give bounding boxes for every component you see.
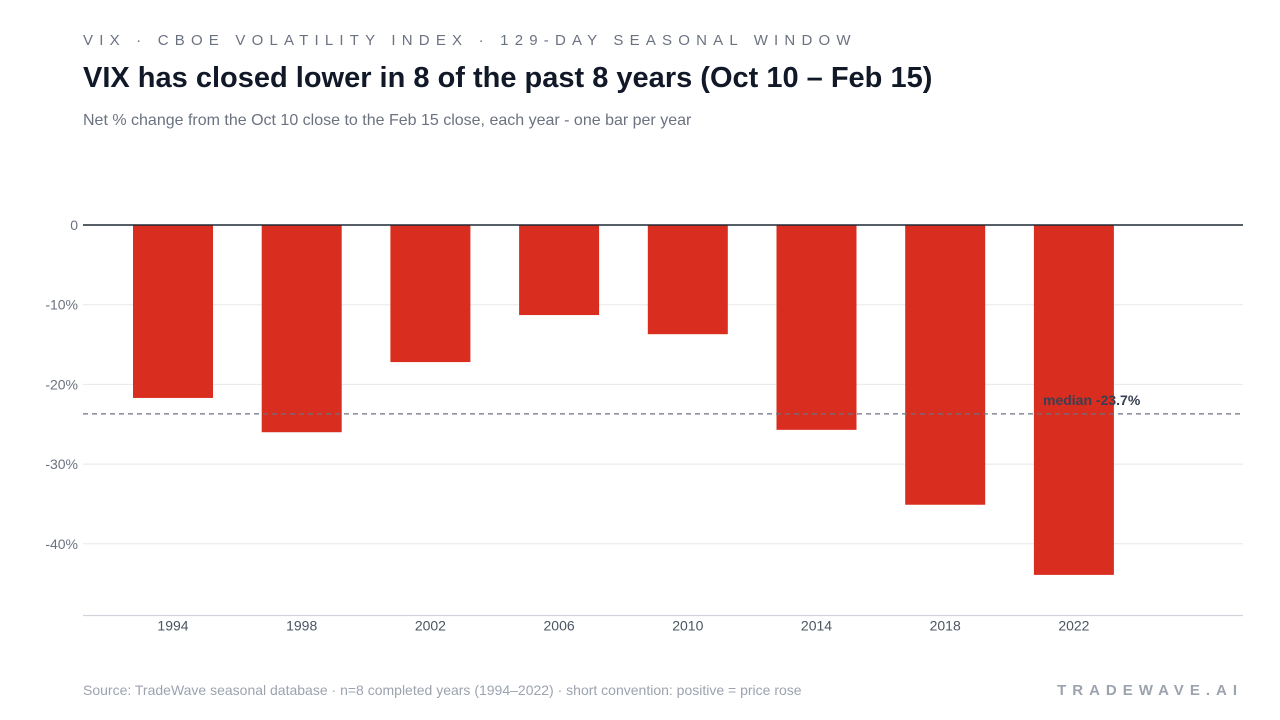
bar — [1033, 225, 1114, 575]
chart-subtitle: Net % change from the Oct 10 close to th… — [83, 112, 692, 129]
x-tick-label: 2006 — [544, 618, 575, 634]
bar — [776, 225, 857, 430]
bar — [133, 225, 213, 398]
x-tick-label: 2022 — [1058, 618, 1089, 634]
y-tick-label: -20% — [45, 376, 78, 392]
x-tick-label: 1998 — [286, 618, 317, 634]
x-tick-label: 2010 — [672, 618, 703, 634]
bar — [519, 225, 600, 316]
chart-title: VIX has closed lower in 8 of the past 8 … — [83, 62, 933, 94]
bar — [390, 225, 471, 363]
brand-logo-text: TRADEWAVE.AI — [1057, 682, 1243, 699]
x-tick-label: 2018 — [930, 618, 961, 634]
y-tick-label: 0 — [70, 217, 78, 233]
y-tick-label: -10% — [45, 297, 78, 313]
median-label: median -23.7% — [1043, 392, 1141, 408]
bar — [905, 225, 986, 505]
y-tick-label: -40% — [45, 536, 78, 552]
source-note: Source: TradeWave seasonal database · n=… — [83, 682, 802, 698]
x-tick-label: 2002 — [415, 618, 446, 634]
y-tick-label: -30% — [45, 456, 78, 472]
bar — [647, 225, 728, 335]
x-tick-label: 1994 — [157, 618, 188, 634]
x-tick-label: 2014 — [801, 618, 832, 634]
chart-eyebrow: VIX · CBOE VOLATILITY INDEX · 129-DAY SE… — [83, 32, 857, 49]
bar — [261, 225, 342, 433]
